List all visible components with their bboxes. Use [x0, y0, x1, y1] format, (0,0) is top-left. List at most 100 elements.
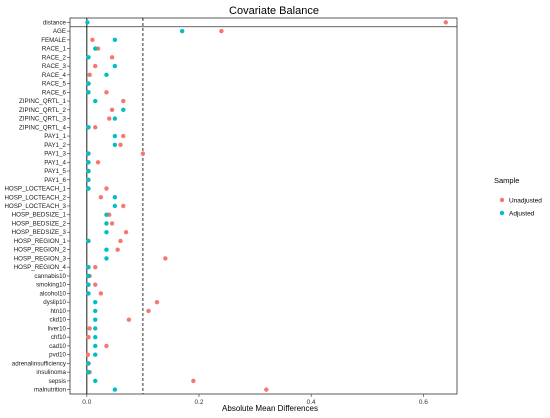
point-adjusted [93, 299, 98, 305]
point-adjusted [86, 81, 91, 86]
point-adjusted [86, 273, 91, 279]
point-adjusted [86, 151, 91, 156]
y-tick-label: ZIPINC_QRTL_3 [19, 116, 67, 123]
y-tick-label: RACE_6 [42, 89, 67, 96]
point-adjusted [86, 186, 91, 191]
point-unadjusted [109, 221, 115, 226]
y-tick-label: PAY1_3 [44, 151, 66, 158]
y-tick-label: sepsis [48, 378, 66, 385]
point-unadjusted [93, 282, 98, 287]
point-adjusted [86, 361, 91, 366]
y-tick-label: RACE_4 [42, 72, 67, 79]
point-unadjusted [191, 378, 196, 384]
point-adjusted [112, 195, 118, 200]
point-adjusted [86, 125, 91, 130]
point-adjusted [104, 256, 109, 261]
point-adjusted [179, 28, 185, 34]
point-adjusted [112, 142, 118, 147]
point-unadjusted [86, 334, 91, 340]
point-adjusted [112, 63, 118, 69]
y-tick-label: liver10 [48, 325, 67, 332]
y-tick-label: HOSP_REGION_3 [14, 255, 67, 262]
legend-label-adjusted: Adjusted [509, 210, 535, 217]
x-tick-label: 0.0 [82, 399, 91, 406]
point-adjusted [112, 203, 118, 209]
y-tick-label: HOSP_BEDSIZE_3 [12, 229, 67, 236]
y-tick-label: HOSP_LOCTEACH_1 [4, 186, 66, 193]
point-adjusted [93, 317, 98, 322]
point-adjusted [104, 72, 109, 78]
y-tick-label: HOSP_REGION_4 [14, 264, 67, 271]
y-tick-label: ZIPINC_QRTL_4 [19, 124, 67, 131]
point-unadjusted [98, 195, 104, 200]
point-unadjusted [93, 63, 98, 69]
point-unadjusted [95, 160, 101, 165]
y-tick-label: adrenalinsufficiency [12, 360, 67, 367]
x-tick-label: 0.6 [419, 399, 428, 406]
point-unadjusted [121, 98, 126, 104]
y-tick-label: alcohol10 [40, 290, 67, 297]
y-tick-label: HOSP_REGION_1 [14, 238, 67, 245]
point-unadjusted [87, 72, 92, 78]
y-tick-label: malnutrition [34, 387, 67, 394]
y-tick-label: PAY1_4 [44, 159, 66, 166]
point-unadjusted [93, 125, 98, 130]
y-tick-label: cad10 [49, 343, 66, 350]
point-unadjusted [443, 20, 448, 25]
point-adjusted [86, 291, 91, 296]
point-adjusted [86, 265, 91, 270]
point-unadjusted [118, 142, 123, 147]
point-adjusted [93, 308, 98, 314]
y-tick-label: HOSP_REGION_2 [14, 247, 67, 254]
x-tick-label: 0.4 [307, 399, 316, 406]
point-adjusted [86, 238, 91, 244]
y-tick-label: insulinoma [36, 369, 66, 376]
point-unadjusted [219, 28, 224, 34]
point-adjusted [112, 37, 118, 43]
y-tick-label: HOSP_LOCTEACH_3 [4, 203, 66, 210]
point-unadjusted [121, 133, 126, 139]
y-tick-label: PAY1_2 [44, 142, 66, 149]
legend-title: Sample [494, 176, 519, 185]
legend-label-unadjusted: Unadjusted [509, 197, 542, 204]
point-unadjusted [126, 317, 132, 322]
point-adjusted [93, 343, 98, 349]
point-adjusted [112, 116, 118, 121]
y-tick-label: HOSP_LOCTEACH_2 [4, 194, 66, 201]
point-adjusted [93, 334, 98, 340]
y-tick-label: PAY1_6 [44, 177, 66, 184]
point-adjusted [112, 133, 118, 139]
point-adjusted [93, 326, 98, 331]
y-tick-label: PAY1_5 [44, 168, 66, 175]
plot-panel [69, 17, 458, 395]
point-unadjusted [85, 352, 91, 357]
point-adjusted [104, 212, 109, 217]
point-unadjusted [109, 107, 115, 113]
y-tick-label: RACE_2 [42, 54, 67, 61]
x-axis-label: Absolute Mean Differences [222, 404, 318, 413]
point-adjusted [85, 20, 90, 25]
point-unadjusted [107, 116, 112, 121]
point-adjusted [86, 90, 91, 95]
point-unadjusted [90, 37, 95, 43]
point-adjusted [121, 107, 126, 113]
y-tick-label: HOSP_BEDSIZE_1 [12, 212, 67, 219]
point-adjusted [86, 160, 91, 165]
y-tick-label: RACE_3 [42, 63, 67, 70]
point-unadjusted [104, 90, 109, 95]
point-unadjusted [118, 238, 123, 244]
y-tick-label: RACE_1 [42, 46, 67, 53]
y-tick-label: htn10 [51, 308, 67, 315]
point-adjusted [93, 46, 98, 51]
point-adjusted [93, 352, 98, 357]
point-unadjusted [154, 299, 160, 305]
point-unadjusted [109, 55, 115, 60]
legend-marker-unadjusted [499, 197, 505, 203]
y-tick-label: cannabis10 [34, 273, 66, 280]
point-unadjusted [163, 256, 168, 261]
legend: Sample Unadjusted Adjusted [494, 176, 542, 217]
point-unadjusted [93, 265, 98, 270]
y-tick-label: PAY1_1 [44, 133, 66, 140]
